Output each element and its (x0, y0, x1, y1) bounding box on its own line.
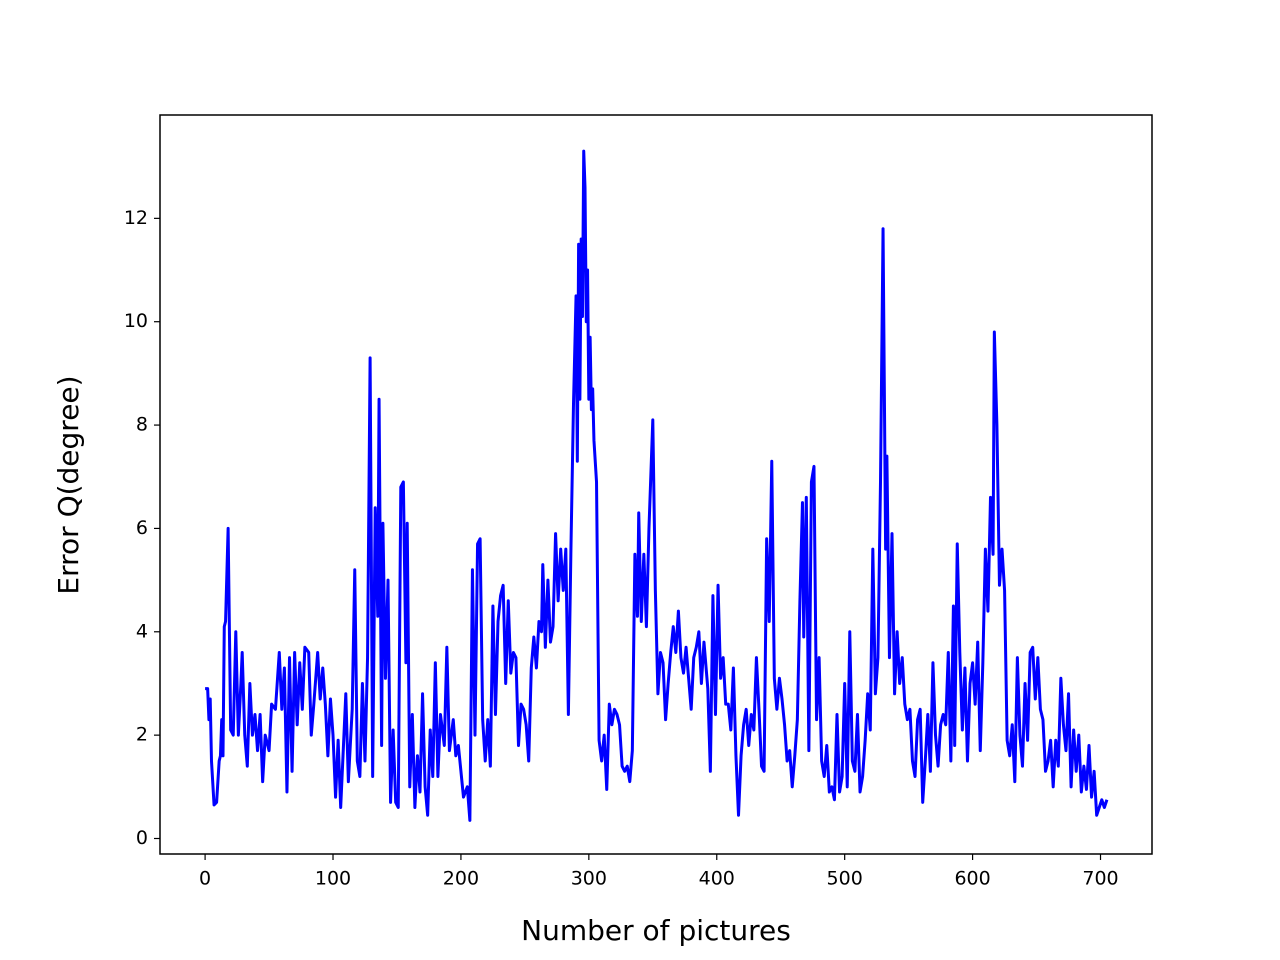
y-tick-label: 0 (136, 827, 148, 849)
x-tick-label: 300 (571, 868, 607, 890)
x-tick-label: 500 (827, 868, 863, 890)
y-tick-label: 10 (124, 310, 148, 332)
x-tick-label: 200 (443, 868, 479, 890)
y-tick-label: 6 (136, 517, 148, 539)
data-line (205, 149, 1109, 822)
x-axis-label: Number of pictures (521, 914, 791, 947)
x-tick-label: 600 (954, 868, 990, 890)
y-tick-label: 2 (136, 724, 148, 746)
y-tick-label: 8 (136, 414, 148, 436)
x-tick-label: 400 (699, 868, 735, 890)
plot-frame (159, 114, 1153, 855)
x-tick-label: 100 (315, 868, 351, 890)
x-tick-label: 0 (199, 868, 211, 890)
y-tick-label: 4 (136, 620, 148, 642)
y-axis-label: Error Q(degree) (52, 375, 85, 594)
x-tick-label: 700 (1082, 868, 1118, 890)
y-tick-label: 12 (124, 207, 148, 229)
